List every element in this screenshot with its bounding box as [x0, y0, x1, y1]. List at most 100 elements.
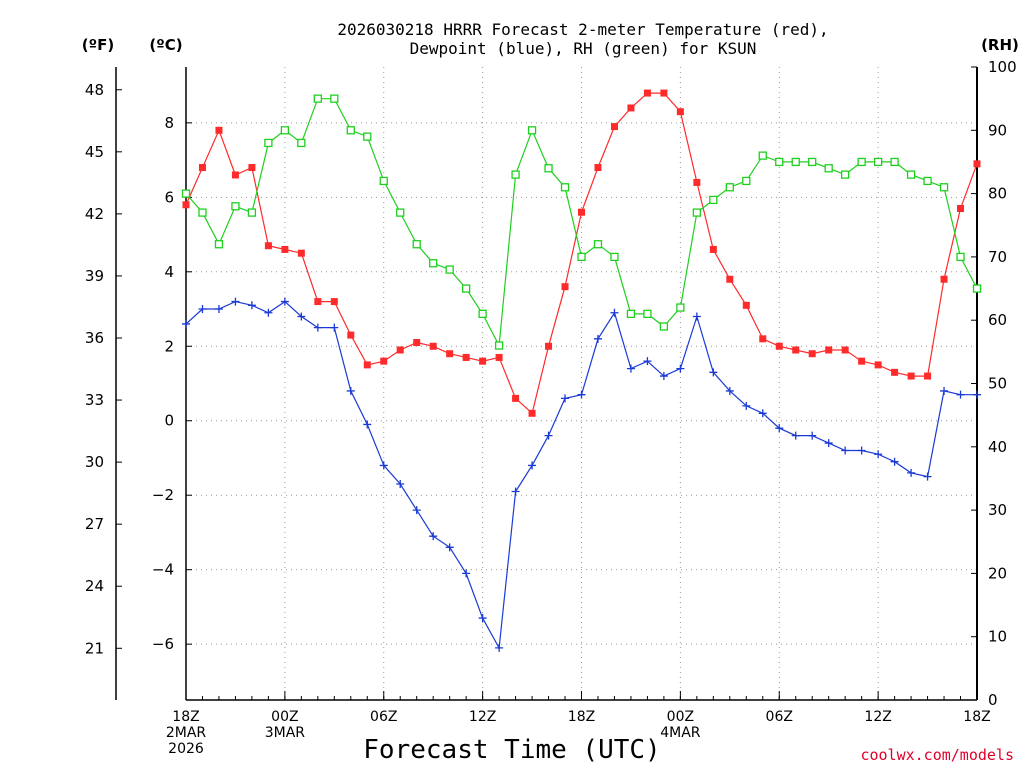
temperature-point: [775, 342, 783, 350]
rh-point: [857, 157, 866, 167]
x-tick-label: 18Z: [172, 709, 199, 725]
rh-tick-label: 0: [988, 691, 998, 709]
temperature-point: [479, 357, 487, 365]
c-tick-label: 4: [164, 263, 174, 281]
f-tick-label: 45: [85, 143, 104, 161]
temperature-point: [660, 89, 668, 97]
dewpoint-point: [561, 394, 570, 403]
temperature-point: [973, 160, 981, 168]
f-tick-label: 33: [85, 391, 104, 409]
fahrenheit-unit-label: (ºF): [82, 36, 114, 54]
dewpoint-point: [890, 457, 899, 466]
dewpoint-point: [346, 386, 355, 395]
dewpoint-point: [445, 543, 454, 552]
temperature-point: [545, 342, 553, 350]
rh-point: [725, 183, 734, 192]
f-tick-label: 30: [85, 453, 104, 471]
rh-point: [808, 157, 817, 167]
rh-tick-label: 90: [988, 121, 1007, 139]
dewpoint-point: [973, 390, 981, 399]
rh-point: [346, 126, 355, 135]
rh-point: [494, 341, 504, 350]
temperature-point: [726, 275, 734, 283]
c-tick-label: 8: [164, 114, 174, 132]
f-tick-label: 27: [85, 515, 104, 533]
dewpoint-point: [791, 431, 800, 440]
dewpoint-point: [841, 446, 850, 455]
c-tick-label: 6: [164, 188, 174, 206]
dewpoint-point: [396, 480, 405, 489]
temperature-point: [594, 164, 602, 172]
dewpoint-point: [544, 431, 553, 440]
temperature-point: [907, 372, 915, 380]
temperature-point: [825, 346, 833, 354]
dewpoint-point: [824, 439, 833, 448]
dewpoint-point: [956, 390, 965, 399]
temperature-point: [396, 346, 404, 354]
dewpoint-point: [940, 386, 949, 395]
temperature-point: [264, 242, 272, 250]
temperature-point: [627, 104, 635, 112]
x-tick-label: 06Z: [766, 709, 793, 725]
plot-grid: [186, 67, 977, 700]
x-tick-label: 00Z: [271, 709, 298, 725]
x-tick-label: 2026: [168, 741, 204, 757]
temperature-point: [693, 178, 701, 186]
temperature-point: [413, 339, 421, 347]
rh-point: [643, 309, 652, 319]
temperature-point: [429, 342, 437, 350]
data-series: [181, 89, 982, 652]
rh-tick-label: 70: [988, 248, 1007, 266]
x-tick-label: 12Z: [469, 709, 496, 725]
rh-point: [956, 252, 965, 262]
dewpoint-point: [775, 424, 784, 433]
dewpoint-point: [874, 450, 883, 459]
rh-point: [396, 208, 405, 217]
temperature-point: [643, 89, 651, 97]
f-tick-label: 48: [85, 81, 104, 99]
rh-point: [939, 183, 949, 192]
dewpoint-point: [330, 323, 339, 332]
temperature-point: [858, 357, 866, 365]
c-tick-label: −2: [152, 486, 174, 504]
dewpoint-point: [610, 308, 619, 317]
dewpoint-point: [182, 319, 190, 328]
dewpoint-point: [429, 532, 438, 541]
x-tick-label: 12Z: [864, 709, 891, 725]
temperature-point: [198, 164, 206, 172]
x-tick-label: 2MAR: [166, 725, 207, 741]
dewpoint-point: [412, 506, 421, 515]
temperature-point: [924, 372, 932, 380]
dewpoint-point: [495, 643, 504, 652]
x-tick-label: 3MAR: [265, 725, 306, 741]
dewpoint-point: [725, 386, 734, 395]
dewpoint-point: [709, 368, 718, 377]
axis-ticks: 21242730333639424548−6−4−202468010203040…: [85, 58, 1017, 757]
rh-point: [742, 176, 751, 186]
f-tick-label: 24: [85, 577, 104, 595]
rh-point: [544, 164, 553, 173]
dewpoint-point: [758, 409, 767, 418]
dewpoint-point: [313, 323, 322, 332]
dewpoint-point: [297, 312, 306, 321]
temperature-point: [742, 301, 750, 309]
temperature-point: [231, 171, 239, 179]
dewpoint-point: [643, 357, 652, 366]
rh-point: [890, 157, 899, 167]
temperature-point: [610, 123, 618, 131]
rh-point: [461, 284, 471, 293]
dewpoint-point: [923, 472, 932, 481]
dewpoint-point: [659, 372, 668, 381]
x-tick-label: 06Z: [370, 709, 397, 725]
temperature-point: [215, 126, 223, 134]
temperature-point: [808, 350, 816, 358]
rh-unit-label: (RH): [981, 36, 1019, 54]
rh-tick-label: 30: [988, 501, 1007, 519]
dewpoint-point: [577, 390, 586, 399]
credit-text: coolwx.com/models: [860, 746, 1014, 764]
x-tick-label: 18Z: [568, 709, 595, 725]
rh-point: [247, 208, 257, 217]
rh-point: [379, 176, 388, 186]
temperature-point: [297, 249, 305, 257]
